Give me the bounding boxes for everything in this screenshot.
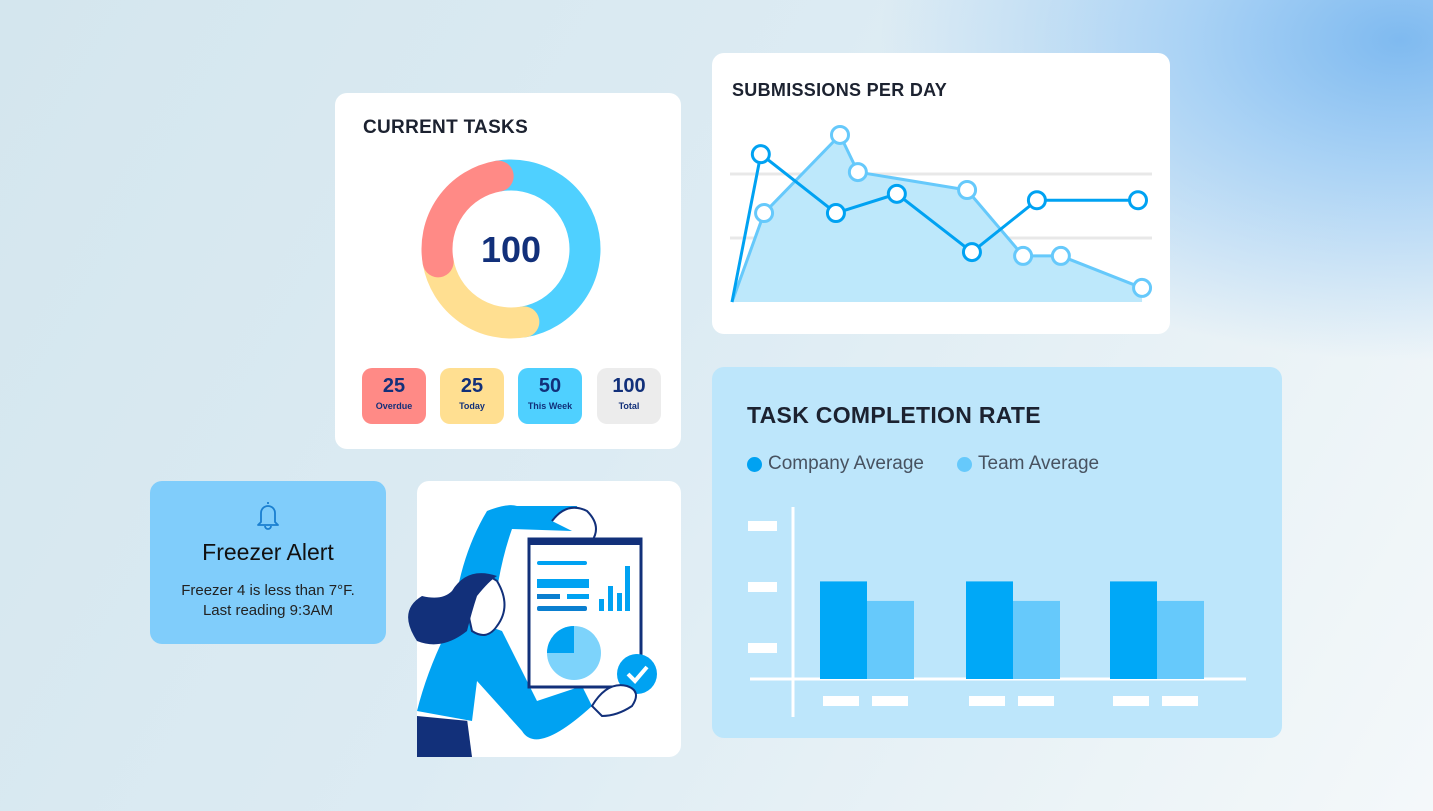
dark-series-point xyxy=(750,144,771,165)
current-tasks-card: CURRENT TASKS 100 25 Overdue 25 Today 50 Th… xyxy=(335,93,681,449)
submissions-card: SUBMISSIONS PER DAY xyxy=(712,53,1170,334)
bar-chart xyxy=(748,507,1246,717)
submissions-title: SUBMISSIONS PER DAY xyxy=(732,80,948,100)
light-series-point xyxy=(754,203,775,224)
x-tick-label-placeholder xyxy=(969,696,1005,706)
x-tick-label-placeholder xyxy=(1113,696,1149,706)
legend-dot-icon xyxy=(957,456,972,472)
bar-team-average xyxy=(867,600,914,679)
legend-label: Team Average xyxy=(978,453,1100,474)
y-tick-label-placeholder xyxy=(748,643,777,653)
legend-label: Company Average xyxy=(768,453,924,474)
light-series-area xyxy=(732,134,1143,302)
legend-team: Team Average xyxy=(957,453,1099,475)
bell-icon xyxy=(150,499,386,531)
donut-segment-overdue xyxy=(421,160,514,278)
dark-series-point xyxy=(1128,190,1148,211)
light-series-point xyxy=(1132,277,1153,298)
legend-dot-icon xyxy=(747,456,762,472)
x-tick-label-placeholder xyxy=(823,696,859,706)
bar-team-average xyxy=(1157,600,1204,679)
light-series-point xyxy=(847,162,868,183)
dark-series-point xyxy=(1026,190,1047,211)
donut-segment-today xyxy=(422,246,540,339)
y-tick-label-placeholder xyxy=(748,521,777,531)
illustration-icon xyxy=(408,505,657,757)
bar-company-average xyxy=(1110,581,1157,679)
stat-this-week[interactable]: 50 This Week xyxy=(518,368,582,424)
bar-team-average xyxy=(1013,600,1060,679)
light-series-point xyxy=(1050,245,1071,266)
bar-company-average xyxy=(966,581,1013,679)
dark-series-point xyxy=(961,242,982,263)
alert-line-2: Last reading 9:3AM xyxy=(202,602,334,619)
task-completion-title: TASK COMPLETION RATE xyxy=(747,402,1041,428)
alert-title: Freezer Alert xyxy=(202,539,334,565)
light-series-point xyxy=(1013,245,1034,266)
stat-label: Total xyxy=(618,401,640,411)
light-series-point xyxy=(957,180,978,200)
alert-body: Freezer 4 is less than 7°F. Last reading … xyxy=(150,581,386,621)
legend-company: Company Average xyxy=(747,453,924,475)
bar-company-average xyxy=(820,581,867,679)
x-tick-label-placeholder xyxy=(872,696,908,706)
stat-value: 25 xyxy=(460,375,484,397)
donut-segment-this-week xyxy=(482,159,601,338)
person-with-dashboard-illustration xyxy=(408,481,681,757)
stat-total[interactable]: 100 Total xyxy=(597,368,661,424)
stat-value: 25 xyxy=(382,375,406,397)
task-completion-card: TASK COMPLETION RATE Company Average Tea… xyxy=(712,367,1282,738)
donut-chart: 100 xyxy=(421,159,601,339)
x-tick-label-placeholder xyxy=(1018,696,1054,706)
current-tasks-title: CURRENT TASKS xyxy=(363,117,529,138)
y-tick-label-placeholder xyxy=(748,582,777,592)
stat-overdue[interactable]: 25 Overdue xyxy=(362,368,426,424)
light-series-point xyxy=(829,124,850,145)
stat-today[interactable]: 25 Today xyxy=(440,368,504,424)
alert-line-1: Freezer 4 is less than 7°F. xyxy=(181,582,355,599)
stat-label: Today xyxy=(459,401,485,411)
donut-center-value: 100 xyxy=(481,229,541,270)
x-tick-label-placeholder xyxy=(1162,696,1198,706)
freezer-alert-card[interactable]: Freezer Alert Freezer 4 is less than 7°F… xyxy=(150,481,386,644)
stat-value: 100 xyxy=(612,375,646,397)
stat-label: This Week xyxy=(527,401,573,411)
dark-series-point xyxy=(886,183,907,204)
stat-label: Overdue xyxy=(375,401,413,411)
line-chart xyxy=(730,124,1153,303)
stat-value: 50 xyxy=(538,375,562,397)
dark-series-point xyxy=(825,203,846,224)
